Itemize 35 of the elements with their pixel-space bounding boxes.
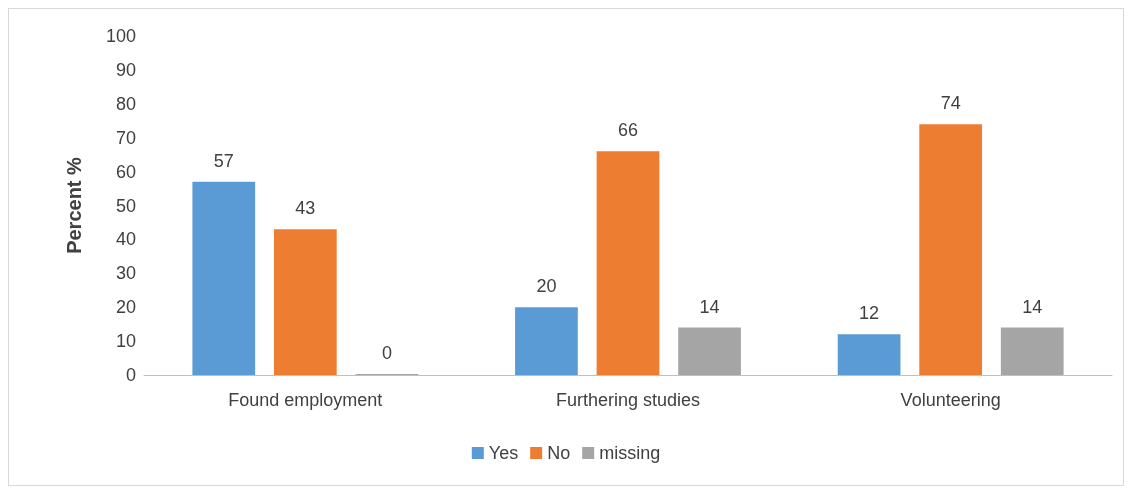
y-tick-label: 20: [115, 297, 136, 318]
y-tick-label: 40: [115, 229, 136, 250]
legend-label: missing: [599, 443, 661, 463]
bar: [678, 327, 741, 375]
y-tick-label: 90: [115, 59, 136, 80]
bar: [919, 124, 983, 375]
data-label: 14: [699, 296, 720, 317]
legend-label: No: [547, 443, 571, 463]
bar: [515, 307, 578, 375]
x-tick-label: Furthering studies: [555, 390, 701, 410]
data-label: 12: [859, 303, 880, 324]
x-tick-label: Volunteering: [900, 390, 1001, 410]
y-axis-title: Percent %: [63, 156, 85, 254]
bar: [273, 229, 337, 375]
bar: [596, 151, 660, 375]
x-tick-label: Found employment: [228, 390, 383, 410]
legend-label: Yes: [488, 443, 519, 463]
data-label: 74: [940, 93, 961, 114]
bar: [837, 334, 901, 375]
data-label: 20: [536, 276, 557, 297]
data-label: 43: [295, 198, 316, 219]
data-label: 57: [213, 150, 234, 171]
y-tick-label: 10: [115, 331, 136, 352]
y-tick-label: 70: [115, 127, 136, 148]
y-tick-label: 60: [115, 161, 136, 182]
data-label: 66: [617, 120, 639, 141]
bar: [1000, 327, 1064, 375]
y-tick-label: 0: [125, 365, 136, 385]
bar: [192, 181, 256, 375]
data-label: 0: [381, 343, 392, 363]
y-tick-label: 30: [115, 263, 136, 284]
data-label: 14: [1022, 296, 1043, 317]
y-tick-label: 80: [115, 93, 136, 114]
y-tick-label: 100: [105, 26, 136, 46]
y-tick-label: 50: [115, 195, 136, 216]
